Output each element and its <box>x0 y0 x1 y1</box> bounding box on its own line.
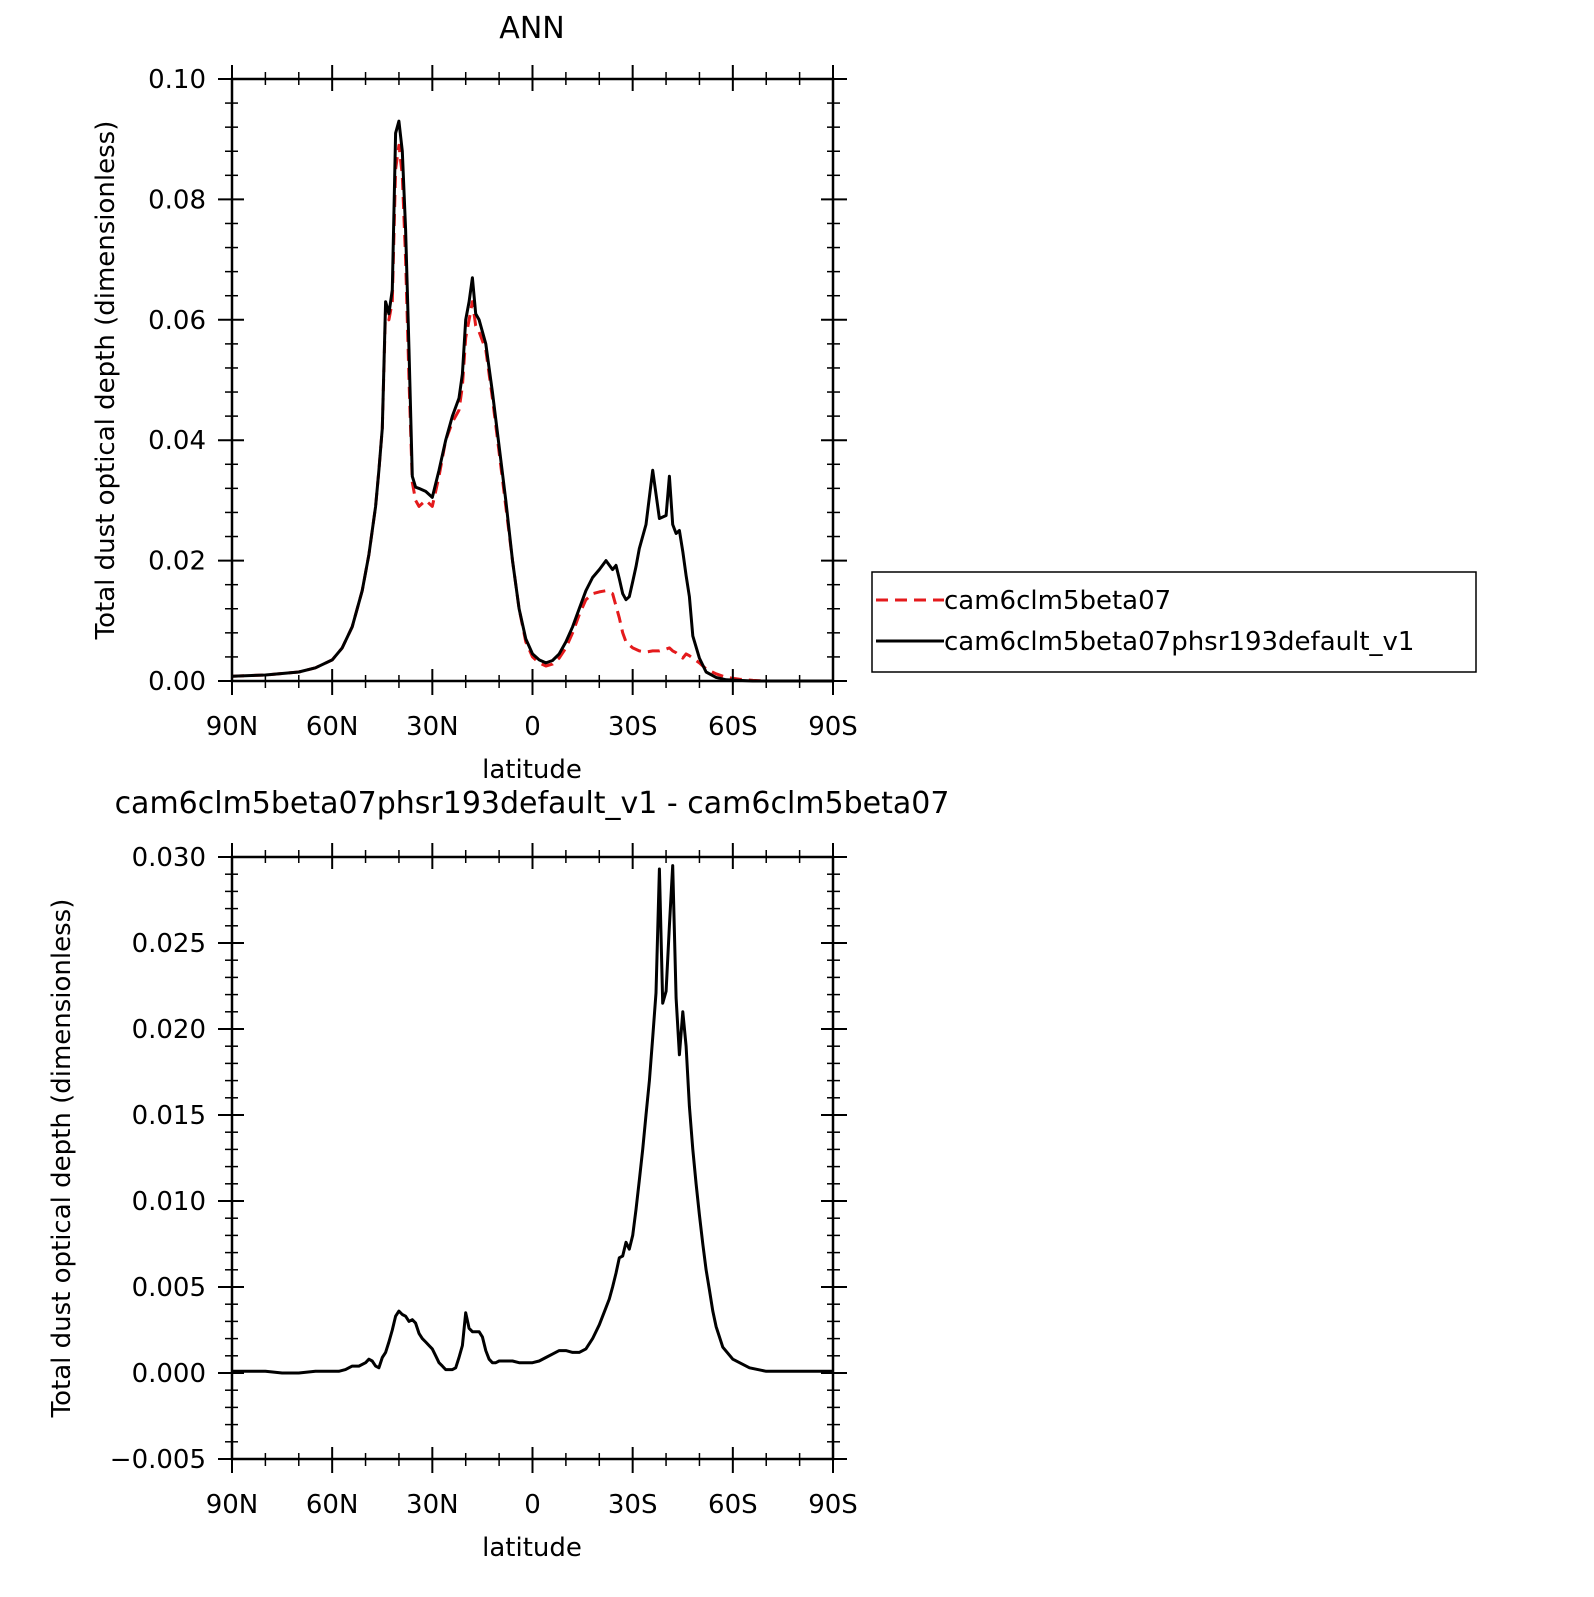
y-tick-label: 0.04 <box>148 426 206 456</box>
y-tick-label: 0.015 <box>132 1101 206 1131</box>
x-tick-label: 0 <box>524 1490 541 1520</box>
plot-frame <box>230 855 835 1461</box>
x-tick-label: 30N <box>406 712 459 742</box>
x-tick-label: 0 <box>524 712 541 742</box>
chart-title: cam6clm5beta07phsr193default_v1 - cam6cl… <box>115 786 950 821</box>
plot-frame <box>230 77 835 683</box>
y-tick-label: 0.02 <box>148 547 206 577</box>
legend-entry-cam6clm5beta07: cam6clm5beta07 <box>944 586 1171 616</box>
x-tick-label: 60N <box>306 712 359 742</box>
series-line-0 <box>232 864 833 1375</box>
y-tick-label: 0.005 <box>132 1273 206 1303</box>
x-tick-label: 90S <box>808 1490 858 1520</box>
x-tick-label: 90S <box>808 712 858 742</box>
y-axis-label: Total dust optical depth (dimensionless) <box>91 121 121 641</box>
y-axis-label: Total dust optical depth (dimensionless) <box>47 899 77 1419</box>
x-tick-label: 60N <box>306 1490 359 1520</box>
y-tick-label: 0.08 <box>148 185 206 215</box>
x-tick-label: 30S <box>608 712 658 742</box>
x-tick-label: 90N <box>206 712 259 742</box>
series-line-1 <box>231 119 833 683</box>
x-tick-label: 60S <box>708 1490 758 1520</box>
y-tick-label: 0.06 <box>148 306 206 336</box>
legend-box <box>871 571 1477 673</box>
legend-entry-cam6clm5beta07phsr193default-v1: cam6clm5beta07phsr193default_v1 <box>944 627 1414 657</box>
y-tick-label: 0.000 <box>132 1359 206 1389</box>
x-tick-label: 60S <box>708 712 758 742</box>
y-tick-label: 0.00 <box>148 667 206 697</box>
y-tick-label: 0.025 <box>132 929 206 959</box>
legend: cam6clm5beta07 cam6clm5beta07phsr193defa… <box>871 571 1477 673</box>
y-tick-label: 0.10 <box>148 65 206 95</box>
chart-title: ANN <box>499 11 564 46</box>
chart-panel-bottom: cam6clm5beta07phsr193default_v1 - cam6cl… <box>47 786 949 1563</box>
chart-panel-top: ANN 90N 60N 30N 0 30S 60S 90S 0.00 0.02 0.04 0.06 0… <box>91 11 858 785</box>
x-tick-label: 30S <box>608 1490 658 1520</box>
x-axis-label: latitude <box>482 755 582 785</box>
x-tick-label: 90N <box>206 1490 259 1520</box>
x-tick-label: 30N <box>406 1490 459 1520</box>
y-tick-label: 0.030 <box>132 843 206 873</box>
series-line-0 <box>231 143 833 683</box>
x-axis-label: latitude <box>482 1533 582 1563</box>
y-tick-label: 0.020 <box>132 1015 206 1045</box>
y-tick-label: −0.005 <box>110 1445 206 1475</box>
y-tick-label: 0.010 <box>132 1187 206 1217</box>
